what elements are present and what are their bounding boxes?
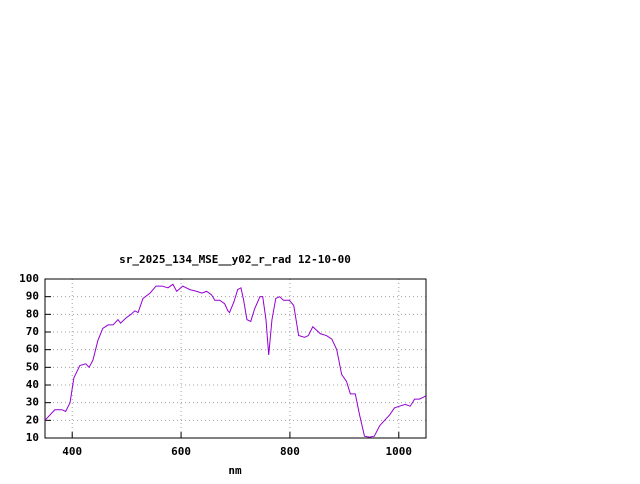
chart-title: sr_2025_134_MSE__y02_r_rad 12-10-00 (119, 253, 351, 266)
y-tick-label: 20 (26, 413, 39, 426)
y-tick-label: 10 (26, 431, 39, 444)
x-tick-label: 400 (62, 445, 82, 458)
x-tick-label: 600 (171, 445, 191, 458)
plot-frame (44, 278, 427, 439)
y-tick-label: 100 (19, 272, 39, 285)
y-tick-label: 30 (26, 396, 39, 409)
x-tick-label: 800 (280, 445, 300, 458)
x-tick-label: 1000 (386, 445, 413, 458)
y-tick-label: 40 (26, 378, 39, 391)
y-tick-label: 80 (26, 307, 39, 320)
y-tick-label: 60 (26, 343, 39, 356)
data-line (44, 283, 427, 438)
y-tick-label: 50 (26, 360, 39, 373)
y-tick-label: 90 (26, 290, 39, 303)
y-tick-label: 70 (26, 325, 39, 338)
x-axis-label: nm (228, 464, 242, 477)
